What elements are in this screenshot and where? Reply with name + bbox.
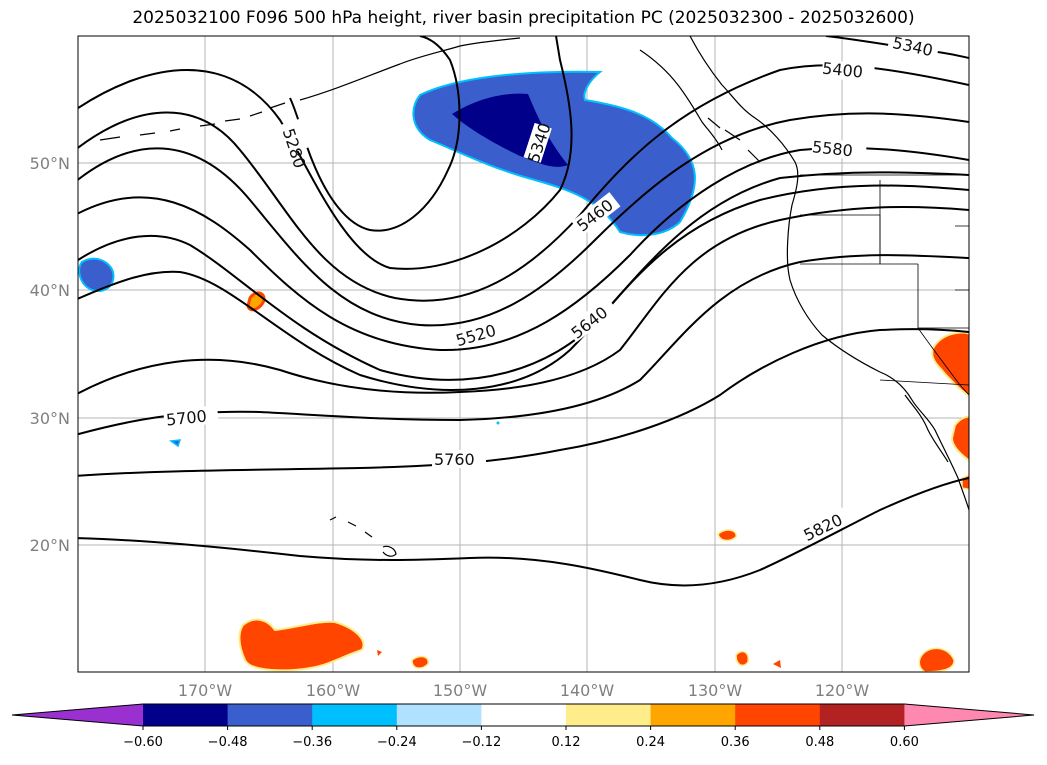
map-title: 2025032100 F096 500 hPa height, river ba… [132, 8, 915, 28]
colorbar-tick-label: 0.12 [552, 735, 581, 750]
map-area: 5280 5340 5340 5400 5460 5520 5580 5640 … [78, 33, 969, 672]
map-frame [77, 35, 970, 673]
coastlines [99, 36, 969, 557]
coastline-baja-peninsula [904, 394, 949, 463]
colorbar-tick-label: 0.24 [636, 735, 665, 750]
colorbar-tick-label: −0.12 [461, 735, 501, 750]
contour-5460 [78, 112, 969, 327]
political-borders [800, 174, 969, 396]
colorbar-swatch [396, 704, 482, 726]
lon-label-160w: 160°W [306, 681, 361, 700]
lat-label-20n: 20°N [30, 536, 70, 555]
positive-anomaly-mexico [961, 474, 969, 491]
contour-5820 [78, 477, 969, 587]
contour-5700 [78, 254, 969, 436]
lat-label-30n: 30°N [30, 409, 70, 428]
lat-label-40n: 40°N [30, 281, 70, 300]
positive-anomaly-regions [238, 291, 969, 672]
colorbar-swatch [566, 704, 652, 726]
positive-anomaly-south-5 [773, 660, 781, 668]
latitude-labels: 50°N 40°N 30°N 20°N [30, 154, 70, 555]
contour-5400 [78, 64, 969, 302]
lon-label-140w: 140°W [560, 681, 615, 700]
positive-anomaly-baja [950, 415, 969, 462]
colorbar-swatch [650, 704, 736, 726]
border-us-mexico [879, 379, 969, 386]
contour-5580 [78, 171, 969, 381]
contour-label-5340-ne: 5340 [891, 33, 935, 60]
positive-anomaly-south-3 [377, 650, 382, 656]
colorbar-swatch [227, 704, 313, 726]
positive-anomaly-south-6 [918, 647, 955, 672]
contour-5760 [78, 328, 969, 477]
colorbar-tick-label: −0.36 [292, 735, 332, 750]
colorbar-swatch [735, 704, 821, 726]
contour-label-5400: 5400 [821, 59, 863, 82]
negative-anomaly-small-1 [168, 439, 182, 448]
negative-anomaly-west-edge [78, 257, 115, 292]
contour-5640b [78, 206, 969, 395]
colorbar-swatch [819, 704, 905, 726]
colorbar-tick-label: −0.60 [123, 735, 163, 750]
positive-anomaly-20n [717, 529, 737, 542]
colorbar-tick-label: 0.60 [890, 735, 919, 750]
colorbar-swatch [481, 704, 567, 726]
colorbar-extend-low [12, 704, 143, 726]
lon-label-120w: 120°W [815, 681, 870, 700]
contour-label-5580: 5580 [811, 137, 853, 160]
lat-label-50n: 50°N [30, 154, 70, 173]
coastline-north-america [689, 36, 969, 512]
positive-anomaly-south-1 [238, 618, 365, 672]
contour-5520 [78, 147, 969, 352]
colorbar: −0.60 −0.48 −0.36 −0.24 −0.12 0.12 0.24 0.36 0.4… [11, 703, 1035, 750]
positive-anomaly-south-4 [735, 650, 750, 667]
contour-label-5760: 5760 [434, 450, 475, 469]
border-east [955, 225, 969, 291]
contour-label-5700: 5700 [165, 406, 207, 429]
lon-label-170w: 170°W [178, 681, 233, 700]
colorbar-swatches [11, 703, 1035, 727]
colorbar-swatch [312, 704, 398, 726]
colorbar-swatch [143, 704, 229, 726]
height-contours [78, 36, 969, 587]
lon-label-130w: 130°W [688, 681, 743, 700]
positive-anomaly-south-2 [411, 655, 429, 669]
contour-5280 [289, 36, 461, 232]
border-nevada-southeast [917, 327, 969, 396]
contour-5340 [78, 36, 573, 270]
negative-anomaly-small-2 [496, 421, 500, 425]
colorbar-tick-label: −0.48 [208, 735, 248, 750]
coastline-alaska-panhandle [639, 49, 723, 151]
colorbar-tick-label: −0.24 [377, 735, 417, 750]
colorbar-tick-label: 0.48 [805, 735, 834, 750]
longitude-labels: 170°W 160°W 150°W 140°W 130°W 120°W [178, 681, 870, 700]
lon-label-150w: 150°W [433, 681, 488, 700]
coastline-islands-northwest [707, 117, 761, 163]
negative-anomaly-regions [78, 70, 696, 448]
coastline-aleutian-islands [99, 102, 286, 141]
contour-5640 [78, 184, 969, 391]
colorbar-tick-label: 0.36 [721, 735, 750, 750]
colorbar-ticks: −0.60 −0.48 −0.36 −0.24 −0.12 0.12 0.24 0.36 0.4… [123, 726, 919, 750]
coastline-hawaii [329, 516, 397, 557]
coastline-alaska-south [299, 37, 521, 101]
graticule [78, 36, 969, 672]
colorbar-extend-high [904, 704, 1034, 726]
positive-anomaly-california [931, 331, 969, 398]
border-california-nevada [917, 264, 969, 329]
